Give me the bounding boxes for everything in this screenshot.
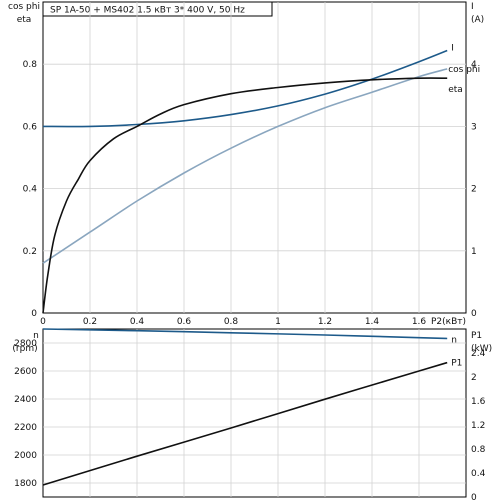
bottom-series-n-label: n	[451, 336, 457, 346]
bottom-right-tick-label: 1.6	[471, 397, 486, 407]
top-series-i-label: I	[451, 44, 454, 54]
top-left-axis-label-line-2: eta	[17, 15, 32, 25]
x-tick-label: 0.6	[177, 317, 192, 327]
x-tick-label: 0.2	[83, 317, 97, 327]
bottom-left-tick-label: 2800	[14, 339, 37, 349]
bottom-right-tick-label: 2.4	[471, 349, 486, 359]
bottom-right-tick-label: 1.2	[471, 421, 485, 431]
top-left-axis-label-line-1: cos phi	[8, 2, 40, 12]
x-tick-label: 0.8	[224, 317, 239, 327]
x-tick-label: 1.4	[365, 317, 380, 327]
bottom-right-tick-label: 0.4	[471, 469, 486, 479]
bottom-left-tick-label: 2400	[14, 395, 37, 405]
top-right-tick-label: 3	[471, 122, 477, 132]
bottom-series-p1-label: P1	[451, 359, 462, 369]
bottom-chart-panel: n (rpm) P1 (kW) 1800 2000 2200 2400 2600 2800…	[12, 328, 492, 500]
bottom-series-n-line	[42, 328, 448, 340]
chart-title-box	[42, 1, 273, 17]
x-tick-label: 1	[275, 317, 281, 327]
bottom-plot-frame	[42, 328, 467, 498]
top-right-tick-label: 4	[471, 60, 477, 70]
bottom-left-tick-label: 2000	[14, 451, 37, 461]
top-series-cos-phi-label: cos phi	[448, 65, 480, 75]
top-series-i-line	[42, 49, 448, 128]
top-right-tick-label: 2	[471, 185, 477, 195]
chart-title: SP 1A-50 + MS402 1.5 кВт 3* 400 V, 50 Hz	[50, 6, 245, 16]
x-tick-label: 0	[40, 317, 46, 327]
bottom-right-axis-label-line-1: P1	[471, 331, 482, 341]
bottom-left-axis-label-line-2: (rpm)	[12, 344, 37, 354]
x-tick-label: 0.4	[130, 317, 145, 327]
x-tick-label: 1.6	[412, 317, 427, 327]
bottom-left-tick-label: 2200	[14, 423, 37, 433]
bottom-series-p1-line	[42, 361, 448, 486]
bottom-right-tick-label: 0	[471, 493, 477, 500]
bottom-right-axis-label-line-2: (kW)	[471, 344, 492, 354]
top-plot-frame	[42, 1, 467, 314]
bottom-right-tick-label: 0.8	[471, 445, 486, 455]
top-left-tick-label: 0.6	[23, 122, 38, 132]
top-chart-panel: SP 1A-50 + MS402 1.5 кВт 3* 400 V, 50 Hz…	[8, 1, 484, 327]
bottom-left-tick-label: 1800	[14, 479, 37, 489]
bottom-left-axis-label-line-1: n	[33, 331, 39, 341]
top-right-tick-label: 1	[471, 247, 477, 257]
x-tick-label: 1.2	[318, 317, 332, 327]
top-series-eta-label: eta	[448, 85, 463, 95]
top-series-eta-line	[42, 77, 448, 314]
top-left-tick-label: 0.2	[23, 247, 37, 257]
bottom-right-tick-label: 2	[471, 373, 477, 383]
top-right-axis-label-line-1: I	[471, 2, 474, 12]
x-axis-label: P2(кВт)	[431, 317, 466, 327]
top-left-tick-label: 0	[31, 309, 37, 319]
top-right-axis-label-line-2: (A)	[471, 15, 484, 25]
top-left-tick-label: 0.8	[23, 60, 38, 70]
bottom-left-tick-label: 2600	[14, 367, 37, 377]
top-right-tick-label: 0	[471, 309, 477, 319]
top-series-cos-phi-line	[42, 68, 448, 264]
top-left-tick-label: 0.4	[23, 185, 38, 195]
